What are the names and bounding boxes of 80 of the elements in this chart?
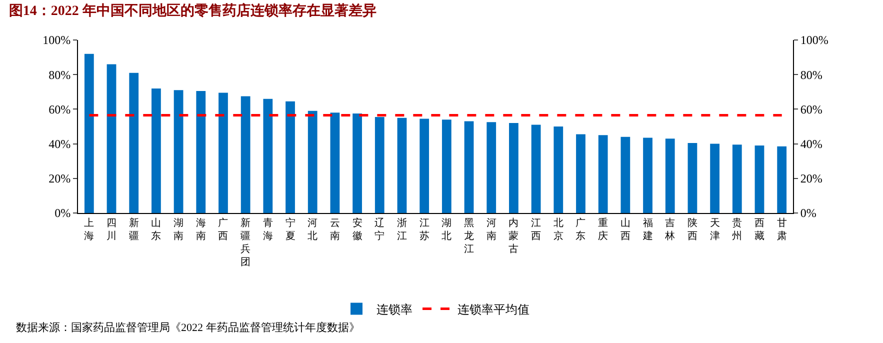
bar [308, 110, 318, 213]
bar [576, 134, 586, 213]
x-tick-label: 江苏 [419, 217, 430, 242]
x-tick-label: 四川 [106, 218, 117, 242]
source-note: 数据来源：国家药品监督管理局《2022 年药品监督管理统计年度数据》 [16, 321, 360, 334]
y-tick-label: 100% [42, 33, 71, 48]
y2-tick-label: 60% [800, 102, 822, 116]
bar [754, 146, 764, 213]
x-tick-label: 吉林 [664, 217, 676, 242]
x-tick-label: 西藏 [754, 218, 764, 242]
x-tick-label: 浙江 [396, 217, 407, 242]
bar [174, 90, 184, 213]
x-tick-label: 江西 [531, 217, 542, 242]
y-tick-label: 40% [48, 137, 71, 151]
x-tick-label: 新疆兵团 [240, 217, 251, 268]
x-tick-label: 重庆 [598, 217, 608, 242]
x-tick-label: 河北 [308, 217, 318, 242]
x-tick-label: 黑龙江 [464, 218, 474, 255]
x-tick-label: 宁夏 [285, 217, 296, 242]
bar [777, 146, 787, 213]
chart-title: 图14：2022 年中国不同地区的零售药店连锁率存在显著差异 [8, 2, 376, 19]
bar [620, 136, 630, 213]
bar [129, 72, 139, 213]
bar [218, 92, 228, 213]
bar [240, 96, 250, 213]
legend-label: 连锁率平均值 [458, 302, 530, 316]
x-tick-label: 湖北 [442, 217, 452, 242]
x-tick-label: 云南 [330, 218, 340, 242]
bar [442, 120, 452, 213]
y2-tick-label: 20% [800, 172, 822, 186]
bar [286, 101, 295, 213]
bar [420, 118, 430, 213]
bar [732, 144, 742, 213]
bar [554, 126, 564, 213]
x-tick-label: 广西 [218, 217, 228, 242]
x-tick-label: 新疆 [128, 217, 139, 242]
bar [84, 54, 94, 213]
bar [397, 118, 407, 213]
x-tick-label: 山西 [620, 217, 630, 242]
y2-tick-label: 40% [800, 137, 822, 151]
x-tick-label: 辽宁 [374, 217, 385, 242]
x-tick-label: 广东 [576, 217, 586, 242]
y2-tick-label: 80% [800, 68, 822, 82]
bar [374, 116, 384, 213]
y2-tick-label: 100% [800, 33, 828, 48]
bar [531, 124, 541, 213]
x-tick-label: 甘肃 [776, 217, 787, 242]
bar [665, 138, 675, 213]
x-tick-label: 北京 [553, 217, 564, 242]
bar [263, 98, 273, 213]
bar [643, 138, 652, 213]
bar [196, 91, 206, 213]
legend-label: 连锁率 [376, 302, 412, 316]
x-tick-label: 天津 [710, 218, 720, 242]
x-tick-label: 山东 [151, 217, 162, 242]
y2-tick-label: 0% [800, 206, 816, 220]
x-tick-label: 海南 [196, 217, 206, 242]
bar [330, 112, 340, 213]
y-tick-label: 0% [54, 206, 71, 220]
x-tick-label: 贵州 [732, 217, 742, 242]
x-tick-label: 福建 [642, 217, 653, 242]
x-tick-label: 湖南 [174, 217, 184, 242]
x-tick-label: 河南 [486, 217, 496, 242]
y-tick-label: 60% [48, 102, 71, 116]
x-tick-label: 内蒙古 [508, 217, 519, 255]
x-tick-label: 陕西 [687, 217, 698, 242]
bar [106, 64, 116, 213]
bar [464, 121, 474, 213]
bar [509, 123, 518, 213]
bar [710, 144, 720, 213]
y-tick-label: 80% [48, 68, 71, 82]
y-tick-label: 20% [48, 172, 71, 186]
bar [352, 114, 362, 213]
bar [486, 122, 496, 213]
bar [688, 142, 698, 213]
x-tick-label: 安徽 [352, 217, 362, 242]
bar [152, 88, 161, 213]
bar [598, 135, 608, 213]
x-tick-label: 上海 [84, 217, 94, 242]
x-tick-label: 青海 [262, 217, 273, 242]
